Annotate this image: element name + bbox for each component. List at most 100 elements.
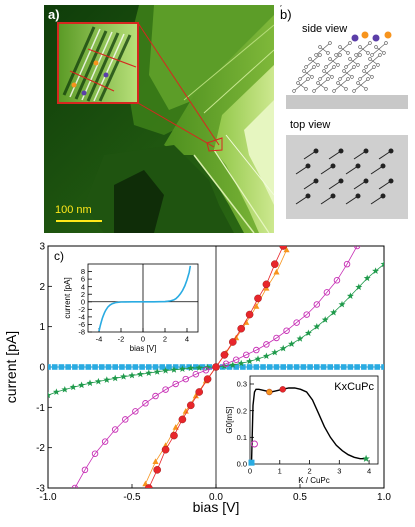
data-point [283, 327, 290, 334]
data-point [170, 366, 178, 373]
y-axis-label: G0[mS] [225, 406, 234, 433]
data-point [288, 340, 296, 347]
data-point [153, 368, 161, 375]
data-point [125, 364, 132, 370]
top-view-label: top view [290, 119, 331, 131]
data-point [228, 338, 237, 346]
data-point [187, 364, 195, 372]
inset-iv-curve [98, 265, 192, 332]
conductance-point [251, 440, 258, 448]
data-point [253, 303, 260, 309]
x-tick-label: -0.5 [123, 492, 141, 503]
data-point [94, 377, 102, 385]
series-group [48, 246, 384, 488]
data-point [237, 324, 245, 333]
data-point [330, 308, 338, 316]
x-tick-label: 1 [278, 467, 282, 476]
y-tick-label: -1 [36, 403, 45, 414]
y-tick-label: 8 [81, 267, 85, 276]
data-point [313, 301, 321, 308]
iv-chart: -1.0 -0.5 0.0 0.5 1.0 -3 -2 -1 0 1 2 3 bias [V] curre… [3, 242, 391, 516]
data-point [128, 371, 136, 379]
data-point [334, 364, 340, 370]
side-view-label: side view [302, 23, 348, 35]
data-point [162, 386, 169, 393]
data-point [273, 334, 280, 342]
x-tick-label: 0 [141, 335, 145, 344]
y-axis-label: current [pA] [63, 277, 72, 318]
x-tick-label: -2 [118, 335, 125, 344]
substrate-side [286, 95, 408, 109]
data-point [132, 408, 139, 415]
data-point [245, 310, 254, 319]
data-point [71, 484, 79, 488]
data-point [253, 364, 260, 370]
data-point [72, 364, 78, 370]
data-point [152, 364, 159, 370]
y-tick-label: -4 [78, 313, 85, 322]
data-point [363, 274, 371, 282]
y-tick-label: 2 [39, 282, 45, 293]
data-point [146, 364, 152, 370]
data-point [112, 364, 118, 370]
data-point [78, 381, 86, 389]
y-tick-label: 1 [39, 322, 45, 333]
data-point [338, 300, 346, 308]
data-point [182, 375, 190, 383]
data-point [58, 364, 65, 370]
data-point [323, 289, 331, 296]
data-point [52, 388, 60, 395]
data-point [153, 466, 161, 474]
data-point [321, 316, 329, 323]
data-point [122, 416, 129, 423]
data-point [343, 260, 351, 268]
data-point [85, 364, 92, 370]
data-point [240, 364, 246, 370]
data-point [304, 329, 312, 337]
data-point [303, 311, 310, 318]
conductance-curve [250, 387, 367, 465]
data-point [262, 352, 270, 360]
data-point [91, 450, 99, 457]
x-tick-label: -4 [96, 335, 103, 344]
data-point [152, 392, 159, 400]
x-tick-label: 4 [367, 467, 371, 476]
data-point [51, 364, 58, 370]
data-point [307, 364, 313, 370]
x-tick-label: 4 [185, 335, 189, 344]
data-point [237, 359, 245, 367]
zoom-inset [57, 22, 139, 104]
stm-image-panel: a) 100 nm [44, 5, 274, 233]
data-point [354, 364, 360, 370]
y-tick-label: -8 [78, 328, 85, 337]
data-point [273, 268, 280, 275]
x-tick-label: 0 [248, 467, 252, 476]
data-point [260, 364, 266, 370]
data-point [203, 375, 212, 383]
data-point [347, 364, 354, 370]
data-point [300, 364, 307, 370]
data-point [136, 370, 144, 378]
data-point [172, 424, 179, 430]
data-point [320, 364, 327, 370]
x-tick-label: 2 [307, 467, 311, 476]
conductance-point [279, 386, 286, 393]
data-point [101, 438, 109, 445]
data-point [142, 400, 149, 407]
data-point [271, 348, 279, 356]
data-point [103, 376, 111, 383]
data-point [159, 364, 166, 370]
data-point [283, 246, 290, 253]
data-point [263, 341, 270, 348]
data-point [65, 364, 71, 370]
data-point [61, 385, 69, 393]
data-point [246, 364, 253, 370]
data-point [232, 356, 240, 363]
x-tick-label: 1.0 [377, 492, 391, 503]
data-point [199, 364, 206, 370]
x-tick-label: 0.0 [209, 492, 223, 503]
y-tick-label: -6 [78, 320, 85, 329]
data-point [355, 283, 363, 291]
molecule-stack [280, 5, 388, 93]
data-point [166, 364, 172, 370]
